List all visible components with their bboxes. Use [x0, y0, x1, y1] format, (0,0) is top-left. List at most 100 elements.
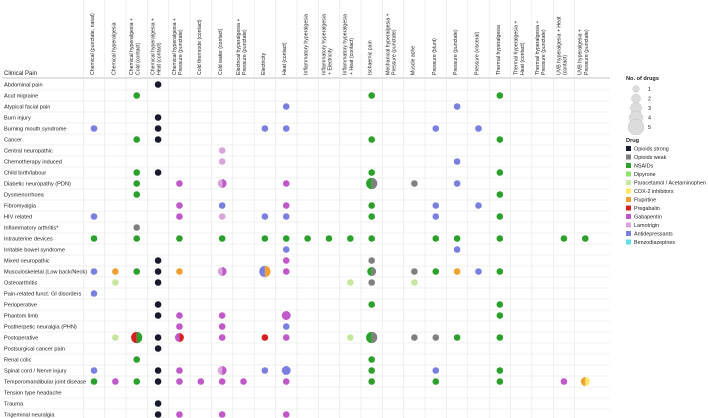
dot-circle	[411, 334, 418, 341]
dot-circle	[432, 334, 440, 341]
dot-circle	[261, 334, 269, 341]
row-label-fibromyalgia: Fibromyalgia	[4, 204, 37, 210]
dot-trigeminal-neuralgia-9	[282, 411, 290, 418]
dot-intrauterine-devices-16	[432, 235, 440, 242]
dot-temporomandibular-joint-disease-22	[560, 378, 568, 385]
dot-temporomandibular-joint-disease-1	[112, 378, 119, 385]
size-legend-label-2: 2	[648, 97, 651, 103]
size-legend: No. of drugs 1 2 3 4 5	[626, 76, 659, 136]
dot-circle	[218, 202, 226, 209]
dot-circle	[218, 411, 226, 418]
dot-intrauterine-devices-23	[581, 235, 589, 242]
dot-abdominal-pain-3	[154, 81, 162, 88]
dot-musculoskeletal-low-back-neck-4	[176, 268, 183, 275]
dot-circle	[197, 378, 205, 385]
column-label-line: Chemical hyperalgesia +	[150, 18, 156, 75]
column-label-electrical-hyperalgesia-pressure-punctate: Electrical hyperalgesia +Pressure (punct…	[236, 19, 248, 75]
dot-musculoskeletal-low-back-neck-17	[453, 268, 461, 275]
dot-wedge	[366, 331, 372, 344]
dot-burning-mouth-syndrome-0	[90, 125, 98, 132]
dot-circle	[112, 279, 119, 286]
dot-acut-migraine-13	[368, 92, 375, 99]
dot-circle	[90, 367, 98, 374]
column-labels: Chemical (punctate, nasal) Chemical hyper…	[90, 13, 590, 75]
row-label-renal-colic: Renal colic	[4, 358, 32, 364]
column-label-line: Inflammatory hyperalgesia	[304, 14, 310, 75]
dot-musculoskeletal-low-back-neck-1	[112, 268, 119, 275]
row-label-postherpetic-neuralgia-phn: Postherpetic neuralgia (PHN)	[4, 325, 77, 331]
dot-circle	[368, 213, 375, 220]
dot-circle	[154, 345, 162, 352]
dot-temporomandibular-joint-disease-5	[197, 378, 205, 385]
dot-phantom-limb-19	[496, 312, 504, 319]
dot-musculoskeletal-low-back-neck-0	[90, 268, 98, 275]
dot-temporomandibular-joint-disease-4	[176, 378, 183, 385]
dot-intrauterine-devices-4	[176, 235, 183, 242]
dot-circle	[261, 125, 269, 132]
dot-trigeminal-neuralgia-3	[154, 411, 162, 418]
dot-child-birth-labour-13	[368, 169, 375, 176]
dot-perioperative-19	[496, 301, 504, 308]
dot-central-neuropathic-6	[218, 147, 226, 154]
dot-circle	[112, 378, 119, 385]
dot-circle	[560, 235, 568, 242]
dot-fibromyalgia-18	[475, 202, 482, 209]
dot-circle	[133, 191, 141, 198]
dot-osteoarthritis-12	[347, 279, 354, 286]
dot-wedge	[222, 179, 227, 188]
dot-circle	[368, 257, 375, 264]
column-label-line: Pressure (punctate)	[453, 29, 459, 75]
dot-spinal-cord-nerve-injury-4	[176, 367, 183, 374]
row-label-burning-mouth-syndrome: Burning mouth syndrome	[4, 127, 67, 133]
row-label-musculoskeletal-low-back-neck: Musculoskeletal (Low back/Neck)	[4, 270, 87, 276]
clinical-pain-heading: Clinical Pain	[4, 71, 37, 77]
color-legend-swatch-nsaids	[626, 163, 631, 168]
column-label-chemical-punctate-nasal: Chemical (punctate, nasal)	[90, 13, 96, 75]
dot-circle	[432, 268, 440, 275]
dot-phantom-limb-6	[218, 312, 226, 319]
column-label-line: Cold thermode (contact)	[197, 19, 203, 75]
dot-hiv-related-19	[496, 213, 504, 220]
dot-circle	[411, 180, 418, 187]
column-label-thermal-hyperalgesia-pressure-punctate: Thermal hyperalgesia +Pressure (punctate…	[535, 21, 547, 75]
dot-osteoarthritis-15	[411, 279, 418, 286]
column-label-uvb-hyperalgesia-pressure-punctate: UVB hyperalgesia +Pressure (punctate)	[578, 29, 590, 75]
column-label-inflammatory-hyperalgesia: Inflammatory hyperalgesia	[304, 14, 310, 75]
dot-fibromyalgia-4	[176, 202, 183, 209]
dot-intrauterine-devices-13	[368, 235, 375, 242]
dot-circle	[112, 268, 119, 275]
row-label-inflammatory-arthritis: Inflammatory arthritis*	[4, 226, 59, 232]
dot-acut-migraine-2	[133, 92, 141, 99]
row-label-trauma: Trauma	[4, 402, 24, 408]
dot-circle	[453, 158, 461, 165]
dot-circle	[304, 235, 311, 242]
row-label-postsurgical-cancer-pain: Postsurgical cancer pain	[4, 347, 65, 353]
column-label-line: Heat (contact)	[157, 42, 163, 75]
dot-musculoskeletal-low-back-neck-18	[475, 268, 482, 275]
dot-circle	[368, 367, 375, 374]
column-label-line: Pressure (punctate)	[392, 29, 398, 75]
dot-circle	[176, 202, 183, 209]
dot-circle	[218, 147, 226, 154]
dot-osteoarthritis-1	[112, 279, 119, 286]
column-label-muscle-ache: Muscle ache	[410, 46, 416, 75]
dot-circle	[496, 92, 504, 99]
dot-burning-mouth-syndrome-3	[154, 125, 162, 132]
dot-musculoskeletal-low-back-neck-2	[133, 268, 141, 275]
dot-circle	[112, 334, 119, 341]
dot-spinal-cord-nerve-injury-8	[261, 367, 269, 374]
dot-postoperative-17	[453, 334, 461, 341]
dot-circle	[261, 213, 269, 220]
dot-circle	[282, 268, 290, 275]
row-label-atypical-facial-pain: Atypical facial pain	[4, 105, 50, 111]
column-label-line: Chemical hyperalgesia	[111, 22, 117, 75]
dot-circle	[496, 213, 504, 220]
dot-child-birth-labour-19	[496, 169, 504, 176]
row-label-mixed-neuropathic: Mixed neuropathic	[4, 259, 50, 265]
row-label-hiv-related: HIV related	[4, 215, 32, 221]
dot-atypical-facial-pain-9	[282, 103, 290, 110]
dot-musculoskeletal-low-back-neck-6	[217, 267, 227, 276]
size-legend-circle-2	[631, 93, 641, 104]
dot-wedge	[371, 331, 378, 344]
dot-circle	[347, 279, 354, 286]
